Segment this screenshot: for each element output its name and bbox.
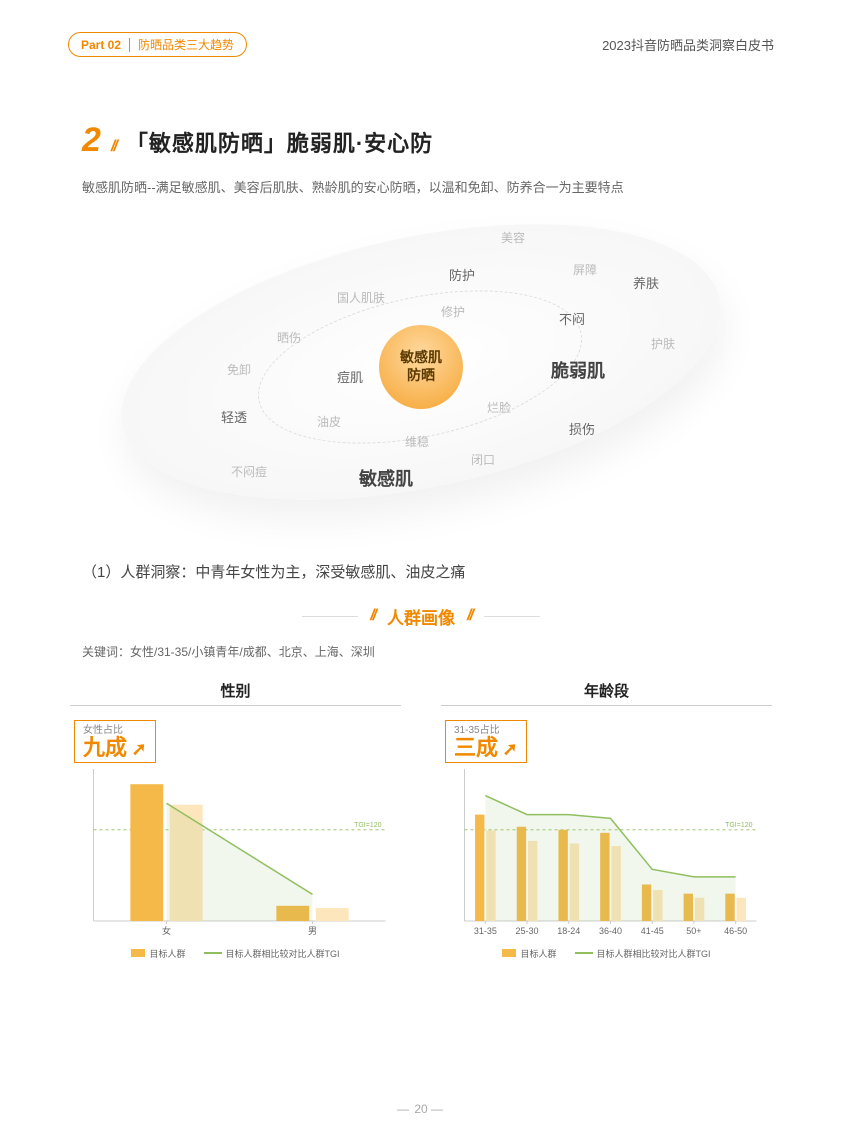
cloud-word: 烂脸 <box>487 399 511 416</box>
callout-big: 三成 <box>454 735 498 760</box>
chart-age-callout: 31-35占比 三成 ➚ <box>445 720 527 763</box>
swatch-bar-icon <box>131 949 145 957</box>
cloud-word: 闭口 <box>471 451 495 468</box>
swatch-line-icon <box>204 952 222 954</box>
part-number: Part 02 <box>81 38 130 52</box>
legend-item-line: 目标人群相比较对比人群TGI <box>575 947 711 960</box>
cloud-word: 油皮 <box>317 413 341 430</box>
section-number: 2 <box>82 121 101 160</box>
slash-decor: // <box>111 138 116 156</box>
page-number-value: 20 <box>414 1102 427 1116</box>
cloud-word: 美容 <box>501 229 525 246</box>
cloud-word: 脆弱肌 <box>551 357 605 383</box>
section-description: 敏感肌防晒--满足敏感肌、美容后肌肤、熟龄肌的安心防晒，以温和免卸、防养合一为主… <box>0 160 842 199</box>
divider-title: // 人群画像 // <box>0 604 842 629</box>
chart-gender-legend: 目标人群 目标人群相比较对比人群TGI <box>70 947 401 960</box>
svg-text:18-24: 18-24 <box>557 926 580 936</box>
cloud-word: 屏障 <box>573 261 597 278</box>
arrow-up-icon: ➚ <box>131 739 146 759</box>
document-title: 2023抖音防晒品类洞察白皮书 <box>602 35 774 54</box>
chart-gender-title: 性别 <box>70 680 401 706</box>
subsection-heading: （1）人群洞察：中青年女性为主，深受敏感肌、油皮之痛 <box>0 517 842 582</box>
cloud-word: 免卸 <box>227 361 251 378</box>
charts-row: 性别 女性占比 九成 ➚ TGI=120 女 男 目标人群 目标人群相比较对比人群T… <box>0 660 842 960</box>
chart-age-title: 年龄段 <box>441 680 772 706</box>
svg-text:50+: 50+ <box>686 926 701 936</box>
svg-text:女: 女 <box>162 925 171 936</box>
word-cloud-diagram: 敏感肌 防晒 美容防护 屏障养肤国人肌肤修护 不闷护肤 晒伤免卸 痘肌 脆弱肌轻透 油皮 烂脸… <box>81 217 761 517</box>
divider-slash-right: // <box>467 607 472 625</box>
svg-text:TGI=120: TGI=120 <box>354 822 382 829</box>
svg-text:46-50: 46-50 <box>724 926 747 936</box>
keywords-line: 关键词：女性/31-35/小镇青年/成都、北京、上海、深圳 <box>0 629 842 660</box>
divider-line-right <box>484 616 540 617</box>
section-heading: 2 // 「敏感肌防晒」脆弱肌·安心防 <box>0 57 842 160</box>
arrow-up-icon: ➚ <box>502 739 517 759</box>
svg-text:男: 男 <box>308 926 317 936</box>
cloud-word: 晒伤 <box>277 329 301 346</box>
legend-item-bar: 目标人群 <box>502 947 556 960</box>
legend-line-label: 目标人群相比较对比人群TGI <box>226 947 340 960</box>
swatch-line-icon <box>575 952 593 954</box>
cloud-word: 敏感肌 <box>359 465 413 491</box>
divider-slash-left: // <box>370 607 375 625</box>
section-title: 「敏感肌防晒」脆弱肌·安心防 <box>126 126 433 158</box>
svg-text:25-30: 25-30 <box>516 926 539 936</box>
cloud-word: 不闷 <box>559 309 585 328</box>
center-bubble: 敏感肌 防晒 <box>379 325 463 409</box>
swatch-bar-icon <box>502 949 516 957</box>
page-header: Part 02 防晒品类三大趋势 2023抖音防晒品类洞察白皮书 <box>0 0 842 57</box>
chart-gender-callout: 女性占比 九成 ➚ <box>74 720 156 763</box>
page-number: — 20 — <box>0 1102 842 1116</box>
center-bubble-line1: 敏感肌 <box>400 349 442 367</box>
cloud-word: 修护 <box>441 303 465 320</box>
legend-item-line: 目标人群相比较对比人群TGI <box>204 947 340 960</box>
chart-age-svg: TGI=120 31-35 25-30 18-24 36-40 41-45 50+ 46-50 <box>441 763 772 943</box>
center-bubble-line2: 防晒 <box>407 367 435 385</box>
cloud-word: 护肤 <box>651 335 675 352</box>
legend-bar-label: 目标人群 <box>149 947 185 960</box>
cloud-word: 不闷痘 <box>231 463 267 480</box>
cloud-word: 损伤 <box>569 419 595 438</box>
legend-line-label: 目标人群相比较对比人群TGI <box>597 947 711 960</box>
callout-big: 九成 <box>83 735 127 760</box>
chart-age: 年龄段 31-35占比 三成 ➚ TGI=120 31-35 25-30 18-24 3… <box>441 680 772 960</box>
cloud-word: 维稳 <box>405 433 429 450</box>
legend-item-bar: 目标人群 <box>131 947 185 960</box>
cloud-word: 防护 <box>449 265 475 284</box>
svg-text:TGI=120: TGI=120 <box>725 822 753 829</box>
svg-text:41-45: 41-45 <box>641 926 664 936</box>
svg-text:36-40: 36-40 <box>599 926 622 936</box>
divider-text: 人群画像 <box>387 604 455 629</box>
legend-bar-label: 目标人群 <box>520 947 556 960</box>
cloud-word: 养肤 <box>633 273 659 292</box>
divider-line-left <box>302 616 358 617</box>
svg-text:31-35: 31-35 <box>474 926 497 936</box>
cloud-word: 轻透 <box>221 407 247 426</box>
cloud-word: 国人肌肤 <box>337 289 385 306</box>
chart-age-legend: 目标人群 目标人群相比较对比人群TGI <box>441 947 772 960</box>
chart-gender-svg: TGI=120 女 男 <box>70 763 401 943</box>
part-text: 防晒品类三大趋势 <box>130 36 234 53</box>
part-badge: Part 02 防晒品类三大趋势 <box>68 32 247 57</box>
chart-gender: 性别 女性占比 九成 ➚ TGI=120 女 男 目标人群 目标人群相比较对比人群T… <box>70 680 401 960</box>
cloud-word: 痘肌 <box>337 367 363 386</box>
